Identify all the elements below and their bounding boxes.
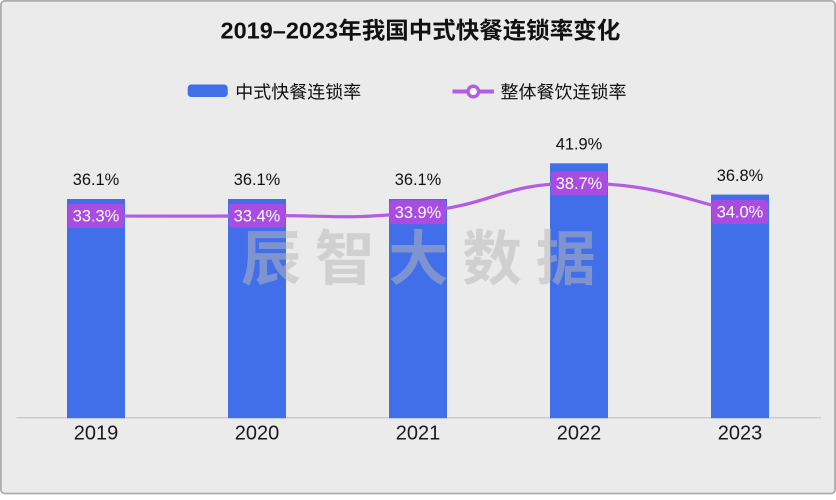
svg-text:34.0%: 34.0% xyxy=(717,204,763,222)
svg-text:33.4%: 33.4% xyxy=(234,207,280,225)
svg-text:36.8%: 36.8% xyxy=(717,167,763,185)
svg-text:36.1%: 36.1% xyxy=(234,171,280,189)
svg-text:2022: 2022 xyxy=(557,422,602,444)
svg-text:33.3%: 33.3% xyxy=(73,208,119,226)
svg-text:2019: 2019 xyxy=(74,422,119,444)
svg-text:36.1%: 36.1% xyxy=(395,171,441,189)
svg-text:2021: 2021 xyxy=(396,422,441,444)
svg-text:2023: 2023 xyxy=(718,422,763,444)
svg-text:36.1%: 36.1% xyxy=(73,171,119,189)
svg-text:41.9%: 41.9% xyxy=(556,136,602,154)
svg-text:33.9%: 33.9% xyxy=(395,204,441,222)
svg-text:2019–2023: 2019–2023 xyxy=(221,18,339,44)
svg-text:38.7%: 38.7% xyxy=(556,175,602,193)
svg-text:2020: 2020 xyxy=(235,422,280,444)
